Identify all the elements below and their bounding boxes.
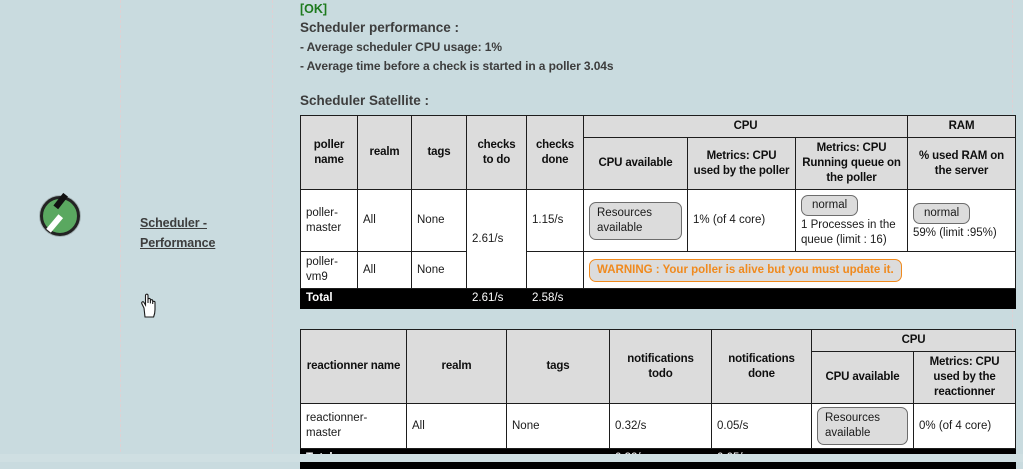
cell-tags: None [506, 403, 610, 449]
plugin-output-panel: [OK] Scheduler performance : - Average s… [300, 0, 1017, 469]
table-row: poller-vm9 All None WARNING : Your polle… [300, 251, 1017, 289]
cell-tags: None [411, 251, 467, 289]
cell-checks-done-empty [526, 251, 584, 289]
cell-realm: All [357, 251, 412, 289]
cell-realm: All [406, 403, 507, 449]
total-checks-done: 2.58/s [526, 288, 584, 309]
status-cell [0, 196, 120, 236]
cell-poller-name: poller-master [300, 189, 358, 252]
col-cpu-running-queue: Metrics: CPU Running queue on the poller [794, 137, 909, 190]
col-tags: tags [411, 115, 467, 190]
cpu-queue-state-badge: normal [801, 195, 859, 216]
group-header-cpu: CPU [582, 115, 909, 138]
ram-detail: 59% (limit :95%) [913, 226, 997, 239]
cell-realm: All [357, 189, 412, 252]
col-checks-done: checks done [526, 115, 584, 190]
green-check-circle-icon [40, 196, 80, 236]
resources-available-badge: Resources available [817, 407, 908, 445]
table-total-row: Total 2.61/s 2.58/s [300, 288, 1017, 309]
perf-line-cpu-usage: - Average scheduler CPU usage: 1% [300, 40, 502, 54]
total-checks-to-do: 2.61/s [466, 288, 527, 309]
col-ram-used: % used RAM on the server [907, 137, 1017, 190]
column-guide-1 [120, 0, 121, 462]
service-link-cell: Scheduler - Performance [140, 213, 264, 253]
ram-state-badge: normal [913, 202, 971, 224]
col-reactionner-name: reactionner name [300, 329, 407, 404]
heading-scheduler-performance: Scheduler performance : [300, 20, 460, 35]
total-label: Total [300, 288, 467, 309]
status-tag: [OK] [300, 2, 328, 16]
reactionner-table: reactionner name realm tags notification… [300, 329, 1016, 469]
col-checks-to-do: checks to do [466, 115, 527, 190]
cell-cpu-available: Resources available [583, 189, 688, 252]
cell-poller-name: poller-vm9 [300, 251, 358, 289]
cell-checks-done: 1.15/s [526, 189, 584, 252]
cell-poller-warning: WARNING : Your poller is alive but you m… [582, 251, 1017, 289]
cell-ram-used: normal 59% (limit :95%) [907, 189, 1017, 252]
pointing-hand-cursor [140, 291, 160, 319]
col-notifications-done: notifications done [711, 329, 812, 404]
cell-notifications-done: 0.05/s [711, 403, 812, 449]
cell-cpu-used: 1% (of 4 core) [687, 189, 796, 252]
table-row: poller-master All None 2.61/s 1.15/s Res… [300, 189, 1017, 289]
cell-cpu-running-queue: normal 1 Processes in the queue (limit :… [794, 189, 909, 252]
group-header-ram: RAM [907, 115, 1017, 138]
cell-notifications-todo: 0.32/s [609, 403, 712, 449]
col-realm: realm [357, 115, 412, 190]
cell-reactionner-name: reactionner-master [300, 403, 407, 449]
total-filler [582, 288, 1017, 309]
cell-checks-to-do: 2.61/s [466, 189, 527, 289]
cpu-queue-detail: 1 Processes in the queue (limit : 16) [801, 219, 896, 246]
table-row: reactionner-master All None 0.32/s 0.05/… [300, 403, 1016, 449]
cell-cpu-available: Resources available [811, 403, 914, 449]
col-tags: tags [506, 329, 610, 404]
table-group-header-row: reactionner name realm tags notification… [300, 329, 1016, 404]
col-poller-name: poller name [300, 115, 358, 190]
cell-tags: None [411, 189, 467, 252]
column-guide-2 [272, 0, 273, 462]
bottom-band [0, 454, 1023, 462]
group-header-cpu: CPU [811, 329, 1016, 352]
cell-cpu-used: 0% (of 4 core) [913, 403, 1016, 449]
perf-line-check-latency: - Average time before a check is started… [300, 59, 614, 73]
resources-available-badge: Resources available [589, 201, 682, 240]
col-realm: realm [406, 329, 507, 404]
col-cpu-available: CPU available [583, 137, 688, 190]
col-cpu-used-by-reactionner: Metrics: CPU used by the reactionner [913, 351, 1016, 404]
col-cpu-available: CPU available [811, 351, 914, 404]
service-link-scheduler-performance[interactable]: Scheduler - Performance [140, 216, 216, 250]
col-notifications-todo: notifications todo [609, 329, 712, 404]
heading-scheduler-satellite: Scheduler Satellite : [300, 93, 430, 108]
warning-badge: WARNING : Your poller is alive but you m… [589, 258, 902, 282]
col-cpu-used-by-poller: Metrics: CPU used by the poller [687, 137, 796, 190]
scheduler-satellite-table: poller name realm tags checks to do chec… [300, 115, 1017, 309]
table-header-row: CPU available Metrics: CPU used by the p… [301, 137, 1017, 190]
table-group-header-row: poller name realm tags checks to do chec… [300, 115, 1017, 190]
